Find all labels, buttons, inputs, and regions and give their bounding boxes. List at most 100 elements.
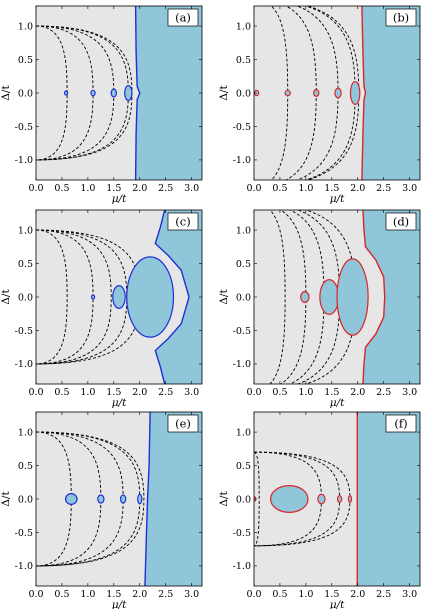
y-tick-label: -0.5 [233,122,251,133]
x-tick-label: 2.0 [350,589,365,600]
panel-label-box [167,8,199,27]
island-contour [110,88,118,98]
phase-boundary [362,210,386,384]
island-contour [334,87,342,99]
x-tick-label: 0.0 [246,387,261,398]
x-tick-label: 2.0 [132,183,147,194]
dashed-contour [285,6,317,180]
island-contour [124,85,133,101]
x-tick-label: 3.0 [402,589,417,600]
x-tick-label: 2.5 [158,387,173,398]
phase-boundary [134,6,141,180]
panel-0: 0.0 0.5 1.0 1.5 2.0 2.5 3.0 1.0 0.5 0.0 -0.5 -1.0 μ/… [0,5,203,205]
y-tick-label: 1.0 [18,21,33,32]
panel-label: (f) [394,417,407,431]
shaded-region [362,210,420,384]
panel-label-box [385,414,417,433]
y-axis-label: Δ/t [0,85,12,101]
island-contour [336,258,369,336]
island-contour [336,495,343,503]
island-contour [319,279,340,316]
x-tick-label: 0.0 [28,589,43,600]
x-tick-label: 1.5 [106,589,121,600]
x-tick-label: 0.5 [54,589,69,600]
island-contour [300,291,310,303]
x-tick-label: 0.5 [272,589,287,600]
panel-label: (a) [175,11,191,25]
y-tick-label: 0.0 [18,494,33,505]
x-tick-label: 1.0 [80,387,95,398]
y-axis-label: Δ/t [0,491,12,507]
y-tick-label: 0.0 [18,88,33,99]
shaded-region [135,6,202,180]
x-tick-label: 2.5 [376,387,391,398]
island-contour [349,81,361,105]
x-tick-label: 2.5 [376,589,391,600]
panel-5: 0.0 0.5 1.0 1.5 2.0 2.5 3.0 1.0 0.5 0.0 -0.5 -1.0 μ/… [218,411,421,611]
x-tick-label: 3.0 [184,183,199,194]
island-contour [317,493,326,505]
y-tick-label: -1.0 [15,359,33,370]
x-tick-label: 1.5 [324,589,339,600]
x-tick-label: 1.5 [106,183,121,194]
x-tick-label: 2.5 [376,183,391,194]
island-contour [347,495,353,503]
x-tick-label: 0.0 [246,589,261,600]
panel-2: 0.0 0.5 1.0 1.5 2.0 2.5 3.0 1.0 0.5 0.0 -0.5 -1.0 μ/… [0,209,203,409]
x-tick-label: 2.5 [158,589,173,600]
dashed-contour [254,451,260,547]
x-tick-label: 1.5 [106,387,121,398]
y-tick-label: -0.5 [15,326,33,337]
panel-label-box [385,212,417,231]
y-tick-label: 1.0 [236,21,251,32]
island-contour [313,89,320,97]
phase-boundary [144,412,151,586]
y-tick-label: 1.0 [236,427,251,438]
x-tick-label: 1.0 [298,589,313,600]
x-tick-label: 1.5 [324,387,339,398]
panel-1: 0.0 0.5 1.0 1.5 2.0 2.5 3.0 1.0 0.5 0.0 -0.5 -1.0 μ/… [218,5,421,205]
panel-label-box [385,8,417,27]
y-tick-label: 0.0 [236,494,251,505]
island-contour [112,285,126,309]
y-tick-label: 1.0 [236,225,251,236]
dashed-contour [296,210,341,384]
y-tick-label: 1.0 [18,427,33,438]
y-tick-label: 0.0 [236,292,251,303]
island-contour [126,256,175,338]
panel-label: (c) [175,215,190,229]
x-tick-label: 2.0 [350,387,365,398]
x-axis-label: μ/t [112,193,127,205]
y-tick-label: -0.5 [233,326,251,337]
dashed-contour [36,431,145,567]
panel-label-box [167,414,199,433]
y-tick-label: -0.5 [15,528,33,539]
island-contour [97,494,105,504]
dashed-contour [36,431,102,567]
y-tick-label: 0.0 [236,88,251,99]
y-axis-label: Δ/t [0,289,12,305]
y-tick-label: 0.0 [18,292,33,303]
x-tick-label: 3.0 [184,387,199,398]
y-tick-label: -1.0 [233,561,251,572]
island-contour [90,294,96,300]
x-tick-label: 0.5 [54,387,69,398]
y-tick-label: -1.0 [233,155,251,166]
island-contour [284,89,291,97]
x-axis-label: μ/t [112,397,127,409]
y-tick-label: 0.5 [18,55,33,66]
island-contour [90,89,96,97]
y-tick-label: 0.5 [236,259,251,270]
x-tick-label: 2.0 [132,387,147,398]
shaded-region [361,6,420,180]
x-tick-label: 0.5 [272,183,287,194]
y-axis-label: Δ/t [218,289,230,305]
y-tick-label: -1.0 [15,155,33,166]
x-axis-label: μ/t [112,599,127,609]
island-contour [119,494,127,504]
panel-label: (b) [393,11,409,25]
x-tick-label: 0.5 [272,387,287,398]
x-tick-label: 3.0 [402,183,417,194]
x-tick-label: 0.0 [28,387,43,398]
